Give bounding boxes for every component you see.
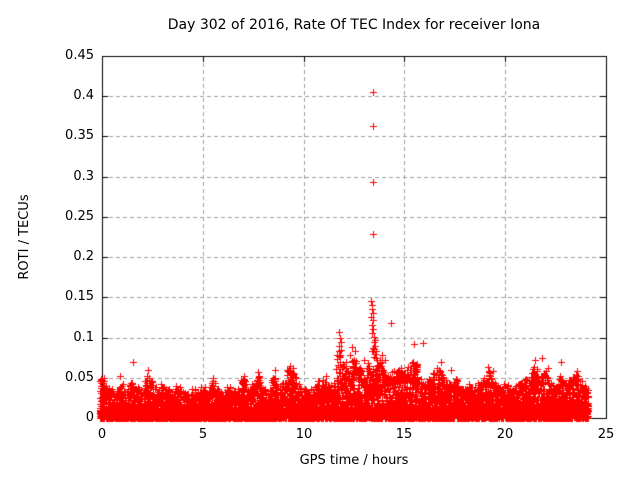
y-tick-label: 0.05 (65, 370, 94, 385)
chart-title: Day 302 of 2016, Rate Of TEC Index for r… (167, 17, 541, 33)
y-tick-label: 0.35 (65, 128, 94, 143)
x-tick-label: 25 (597, 427, 615, 442)
y-tick-label: 0.3 (73, 169, 94, 184)
y-tick-label: 0 (85, 410, 94, 425)
y-tick-label: 0.45 (65, 48, 94, 63)
y-tick-label: 0.1 (73, 330, 94, 345)
y-tick-label: 0.25 (65, 209, 94, 224)
x-tick-label: 0 (97, 427, 107, 442)
x-tick-label: 10 (295, 427, 313, 442)
y-tick-label: 0.2 (73, 249, 94, 264)
y-tick-label: 0.15 (65, 289, 94, 304)
x-axis-label: GPS time / hours (299, 453, 409, 468)
x-tick-label: 20 (496, 427, 514, 442)
y-tick-label: 0.4 (73, 88, 94, 103)
x-tick-label: 5 (198, 427, 208, 442)
x-tick-label: 15 (395, 427, 413, 442)
